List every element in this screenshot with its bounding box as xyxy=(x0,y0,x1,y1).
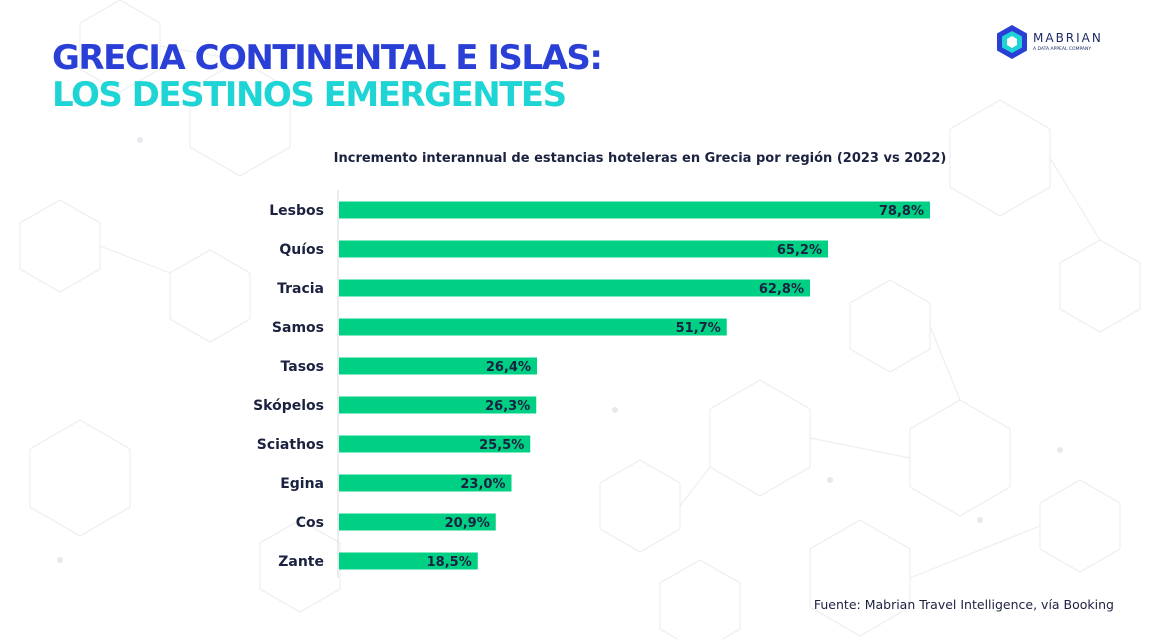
data-label: 78,8% xyxy=(879,204,924,219)
category-label: Skópelos xyxy=(253,398,324,414)
bar-skópelos xyxy=(339,396,537,414)
bar-cos xyxy=(339,513,496,531)
bar-samos xyxy=(339,318,727,336)
logo-name: MABRIAN xyxy=(1033,31,1103,45)
bar-tasos xyxy=(339,357,537,375)
logo-tagline: A DATA APPEAL COMPANY xyxy=(1033,47,1092,52)
bar-sciathos xyxy=(339,435,531,453)
data-label: 18,5% xyxy=(427,555,472,570)
bar-lesbos xyxy=(339,201,930,219)
category-label: Zante xyxy=(278,554,324,570)
category-label: Quíos xyxy=(279,242,324,258)
hexagon-logo-icon xyxy=(997,25,1027,59)
category-label: Cos xyxy=(296,515,324,531)
data-label: 62,8% xyxy=(759,282,804,297)
bar-egina xyxy=(339,474,512,492)
category-label: Tracia xyxy=(277,281,324,297)
mabrian-logo: MABRIAN A DATA APPEAL COMPANY xyxy=(995,24,1115,60)
category-label: Sciathos xyxy=(257,437,324,453)
data-label: 25,5% xyxy=(479,438,524,453)
data-label: 65,2% xyxy=(777,243,822,258)
data-label: 26,3% xyxy=(485,399,530,414)
category-label: Samos xyxy=(272,320,324,336)
data-label: 51,7% xyxy=(676,321,721,336)
bar-zante xyxy=(339,552,478,570)
category-label: Lesbos xyxy=(269,203,324,219)
page-title-line-2: LOS DESTINOS EMERGENTES xyxy=(52,75,567,115)
source-note: Fuente: Mabrian Travel Intelligence, vía… xyxy=(813,597,1114,612)
data-label: 26,4% xyxy=(486,360,531,375)
category-label: Tasos xyxy=(281,359,324,375)
bar-tracia xyxy=(339,279,810,297)
data-label: 23,0% xyxy=(460,477,505,492)
category-label: Egina xyxy=(280,476,324,492)
bar-quíos xyxy=(339,240,828,258)
chart-title: Incremento interannual de estancias hote… xyxy=(334,151,947,166)
data-label: 20,9% xyxy=(445,516,490,531)
page-title-line-1: GRECIA CONTINENTAL E ISLAS: xyxy=(52,38,603,78)
